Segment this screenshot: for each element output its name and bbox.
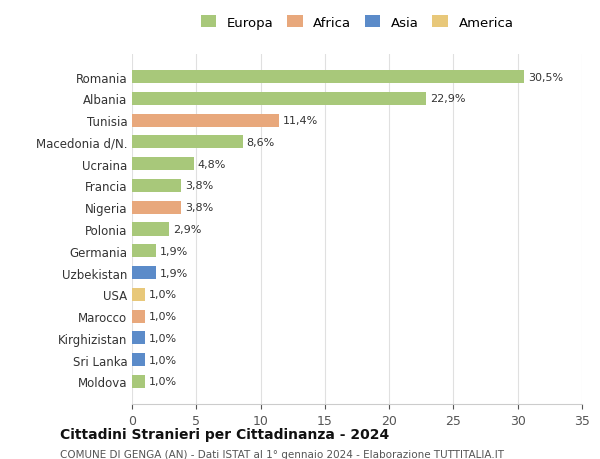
Bar	[132, 158, 194, 171]
Text: 1,0%: 1,0%	[149, 355, 177, 365]
Bar	[132, 114, 278, 128]
Bar	[132, 136, 242, 149]
Text: 4,8%: 4,8%	[197, 159, 226, 169]
Text: 8,6%: 8,6%	[247, 138, 275, 148]
Legend: Europa, Africa, Asia, America: Europa, Africa, Asia, America	[200, 17, 514, 30]
Text: 1,9%: 1,9%	[160, 246, 188, 256]
Text: 1,0%: 1,0%	[149, 311, 177, 321]
Text: 1,9%: 1,9%	[160, 268, 188, 278]
Bar	[132, 375, 145, 388]
Bar	[132, 353, 145, 366]
Bar	[132, 245, 157, 258]
Text: COMUNE DI GENGA (AN) - Dati ISTAT al 1° gennaio 2024 - Elaborazione TUTTITALIA.I: COMUNE DI GENGA (AN) - Dati ISTAT al 1° …	[60, 449, 504, 459]
Bar	[132, 71, 524, 84]
Bar	[132, 201, 181, 214]
Bar	[132, 288, 145, 301]
Bar	[132, 223, 169, 236]
Text: 1,0%: 1,0%	[149, 333, 177, 343]
Text: 11,4%: 11,4%	[283, 116, 317, 126]
Bar	[132, 310, 145, 323]
Bar	[132, 93, 427, 106]
Text: 3,8%: 3,8%	[185, 203, 213, 213]
Text: 2,9%: 2,9%	[173, 224, 202, 235]
Text: 22,9%: 22,9%	[430, 94, 466, 104]
Text: 3,8%: 3,8%	[185, 181, 213, 191]
Text: 1,0%: 1,0%	[149, 290, 177, 300]
Bar	[132, 266, 157, 280]
Text: 1,0%: 1,0%	[149, 376, 177, 386]
Text: Cittadini Stranieri per Cittadinanza - 2024: Cittadini Stranieri per Cittadinanza - 2…	[60, 427, 389, 441]
Text: 30,5%: 30,5%	[528, 73, 563, 83]
Bar	[132, 331, 145, 345]
Bar	[132, 179, 181, 193]
